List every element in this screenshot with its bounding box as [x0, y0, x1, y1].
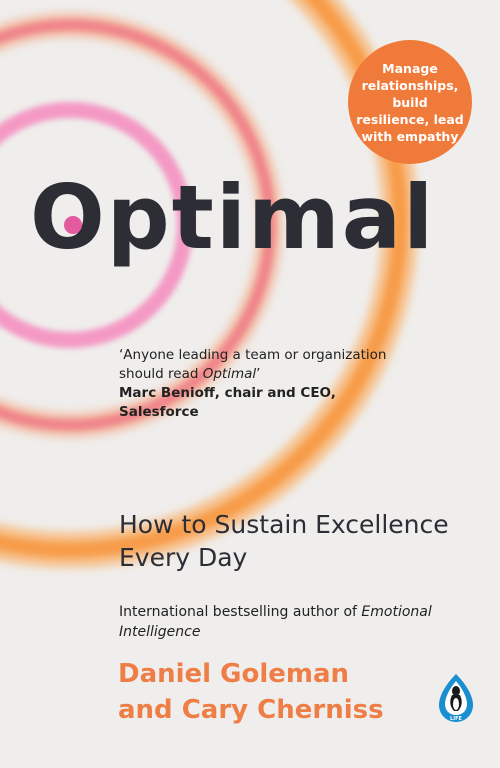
author-line-1: Daniel Goleman [118, 659, 350, 689]
book-subtitle: How to Sustain Excellence Every Day [119, 510, 449, 572]
author-line-2: and Cary Cherniss [118, 695, 384, 725]
title-text: Optimal [30, 166, 436, 269]
quote-text: ‘Anyone leading a team or organization s… [119, 347, 387, 382]
penguin-icon: LIFE [439, 674, 473, 722]
author-credit: International bestselling author of Emot… [119, 604, 432, 640]
book-title: Optimal [30, 158, 480, 278]
tagline-text: Manage relationships, build resilience, … [356, 60, 464, 144]
logo-text: LIFE [450, 716, 462, 722]
tagline-badge: Manage relationships, build resilience, … [348, 40, 472, 164]
endorsement-quote: ‘Anyone leading a team or organization s… [119, 346, 419, 422]
quote-attribution: Marc Benioff, chair and CEO, Salesforce [119, 385, 336, 420]
author-names: Daniel Goleman and Cary Cherniss [118, 656, 438, 728]
